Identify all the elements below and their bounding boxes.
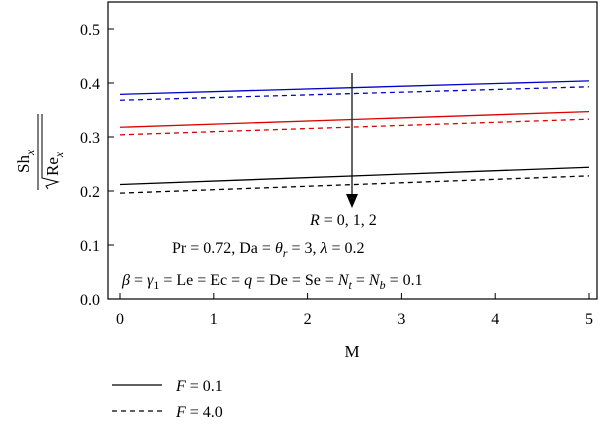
y-label-numerator-sub: x (23, 149, 37, 156)
y-label-denominator-sub: x (52, 151, 66, 158)
y-tick-label: 0.3 (80, 130, 100, 147)
legend-label-solid: F = 0.1 (175, 378, 223, 395)
x-tick-label: 3 (397, 311, 405, 328)
r-arrow (346, 73, 358, 208)
series-line-3 (119, 110, 590, 128)
y-tick-label: 0.1 (80, 238, 100, 255)
series-line-6 (119, 175, 590, 194)
y-tick-label: 0.5 (80, 22, 100, 39)
y-label-numerator: Sh (14, 155, 33, 173)
y-label-denominator: Re (43, 157, 62, 176)
svg-text:Shx: Shx (14, 149, 37, 173)
y-label-sqrt-sign (41, 114, 60, 190)
y-tick-label: 0.4 (80, 76, 100, 93)
x-tick-label: 2 (304, 311, 312, 328)
r-annotation: R = 0, 1, 2 (309, 212, 377, 229)
x-tick-label: 5 (585, 311, 593, 328)
params-line1: Pr = 0.72, Da = θr = 3, λ = 0.2 (172, 240, 364, 260)
y-tick-label: 0.0 (80, 292, 100, 309)
legend-label-dashed: F = 4.0 (175, 404, 223, 421)
series-line-1 (119, 80, 590, 95)
x-tick-label: 1 (210, 311, 218, 328)
series-line-5 (119, 166, 590, 186)
y-axis-label: Shx Rex (14, 114, 66, 190)
svg-text:Rex: Rex (43, 151, 66, 176)
x-tick-label: 4 (491, 311, 499, 328)
series-line-4 (119, 118, 590, 136)
params-line2: β = γ1 = Le = Ec = q = De = Se = Nt = Nb… (121, 272, 423, 292)
series-line-2 (119, 86, 590, 101)
y-tick-label: 0.2 (80, 184, 100, 201)
x-axis-label: M (344, 342, 359, 361)
plot-frame (107, 1, 598, 300)
legend: F = 0.1 F = 4.0 (112, 378, 223, 421)
x-tick-label: 0 (116, 311, 124, 328)
